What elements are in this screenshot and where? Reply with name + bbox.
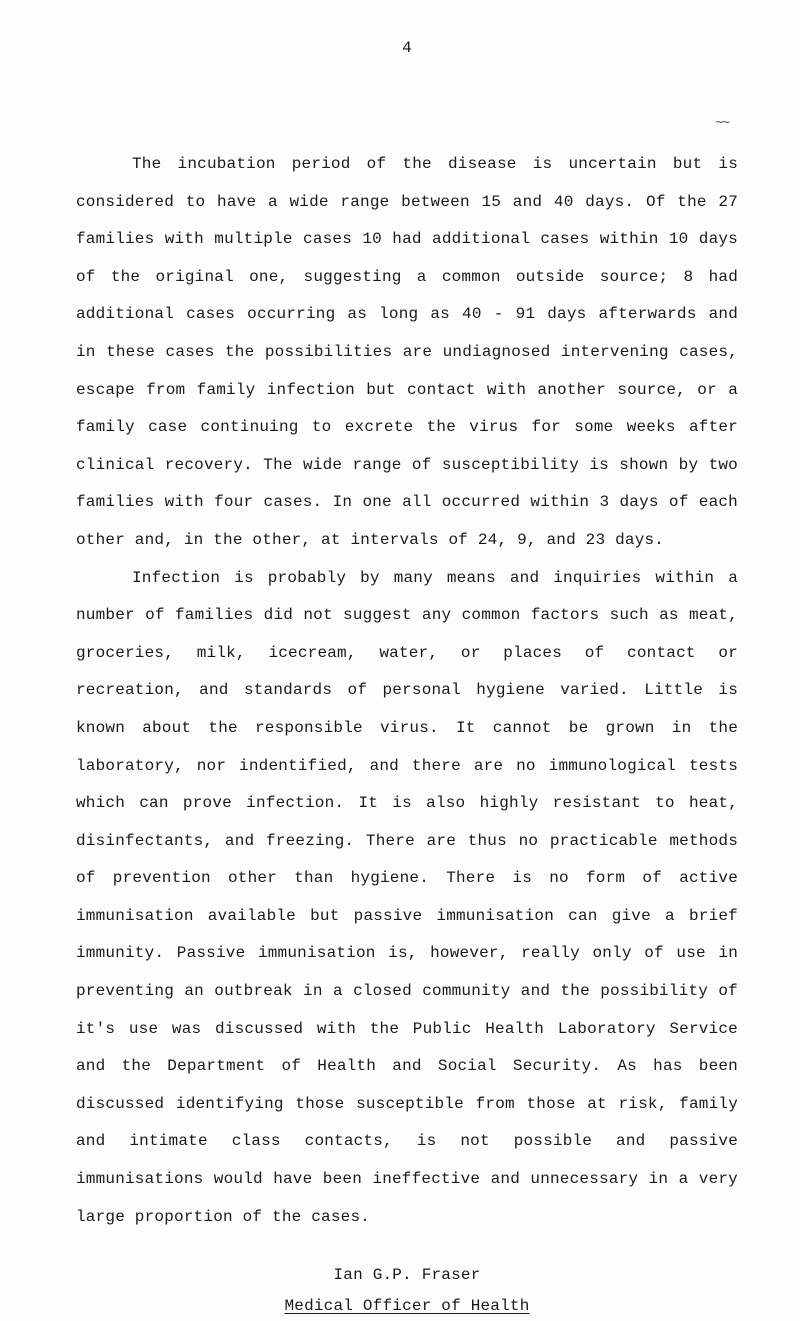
page-number: 4: [76, 40, 738, 56]
document-body: The incubation period of the disease is …: [76, 146, 738, 1236]
decorative-mark: ~~: [715, 108, 728, 141]
paragraph: The incubation period of the disease is …: [76, 146, 738, 560]
paragraph: Infection is probably by many means and …: [76, 560, 738, 1237]
author-name: Ian G.P. Fraser: [333, 1260, 480, 1290]
author-title: Medical Officer of Health: [284, 1291, 529, 1321]
